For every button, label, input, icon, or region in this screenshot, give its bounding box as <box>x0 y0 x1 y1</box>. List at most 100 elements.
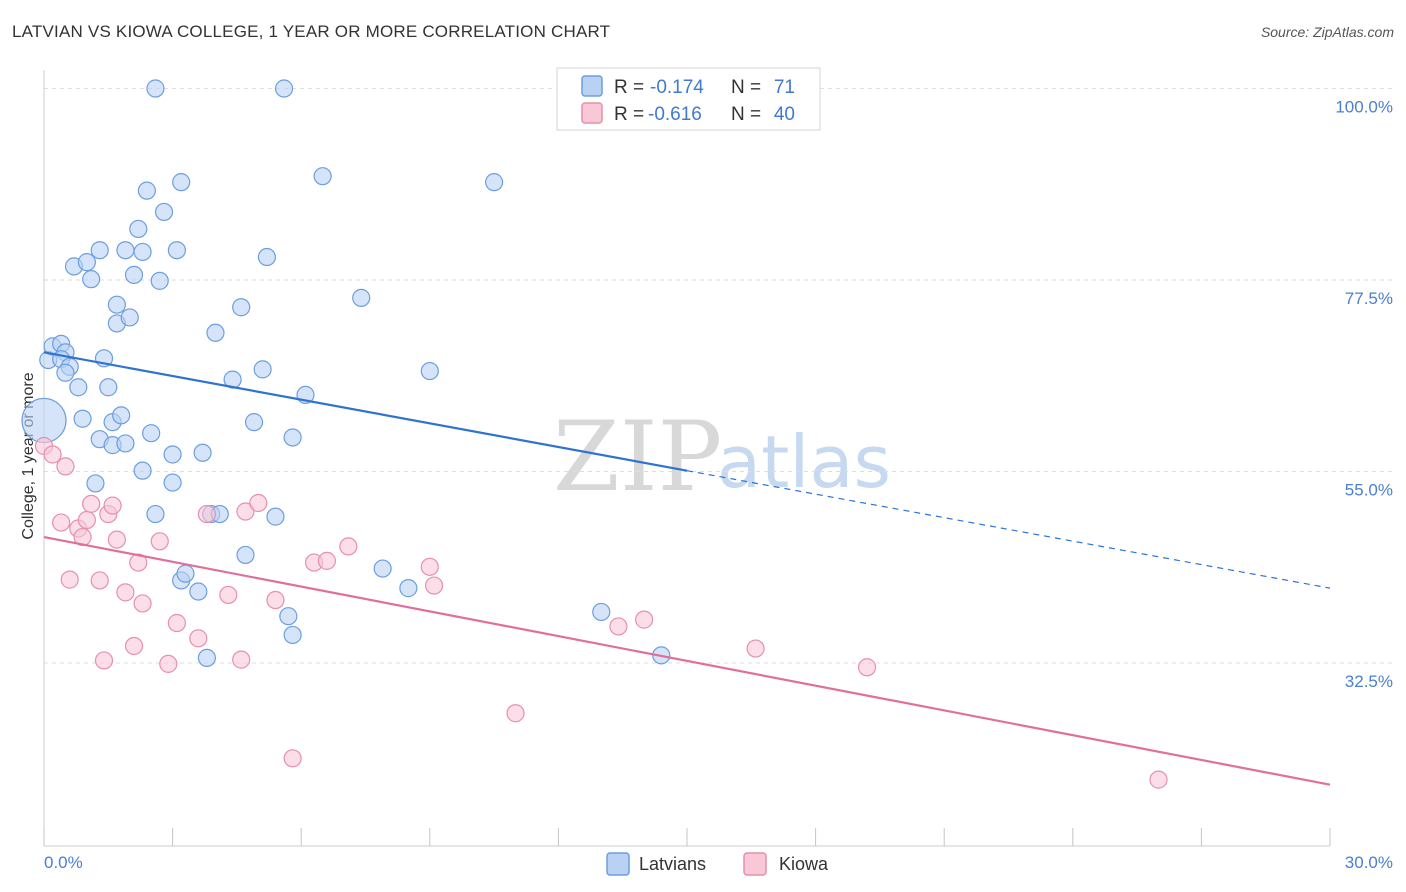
latvians-trend-extension <box>686 470 1331 589</box>
legend-r-label-latvians: R = <box>614 77 644 98</box>
latvian-point <box>21 397 67 444</box>
legend-swatch-latvians <box>581 75 603 97</box>
kiowa-point <box>124 636 144 656</box>
latvian-point <box>283 428 302 447</box>
trend-lines <box>43 351 1331 786</box>
latvian-point <box>244 413 264 432</box>
latvian-point <box>193 443 212 462</box>
latvian-point <box>73 409 92 428</box>
latvian-point <box>99 378 118 397</box>
latvian-point <box>167 241 186 260</box>
data-points <box>21 79 1168 789</box>
latvian-point <box>150 271 169 290</box>
y-axis-tick-labels: 32.5% 55.0% 77.5% 100.0% <box>1335 98 1393 692</box>
x-tick-label-min: 0.0% <box>44 853 83 872</box>
latvian-point <box>189 582 208 601</box>
legend-n-label-kiowa: N = <box>731 104 761 125</box>
kiowa-point <box>635 610 654 629</box>
latvian-point <box>176 564 195 583</box>
latvian-point <box>112 406 131 425</box>
source-label: Source: ZipAtlas.com <box>1260 24 1394 40</box>
kiowa-point <box>424 576 444 595</box>
kiowa-point <box>159 654 178 673</box>
y-axis-label: College, 1 year or more <box>20 372 37 539</box>
latvian-point <box>77 253 96 272</box>
legend-r-label-kiowa: R = <box>614 104 644 125</box>
latvian-point <box>172 173 191 192</box>
x-tick-label-max: 30.0% <box>1345 853 1393 872</box>
latvian-point <box>399 579 418 598</box>
latvian-point <box>116 434 135 453</box>
kiowa-point <box>116 583 135 602</box>
kiowa-point <box>52 513 71 532</box>
bottom-legend-swatch-kiowa <box>743 852 767 876</box>
latvian-point <box>86 474 105 493</box>
latvian-point <box>274 79 294 98</box>
correlation-legend: R = -0.174 N = 71 R = -0.616 N = 40 <box>556 67 821 131</box>
kiowa-point <box>43 445 62 464</box>
latvian-point <box>107 295 126 314</box>
kiowa-point <box>506 704 525 723</box>
kiowa-point <box>219 585 238 605</box>
kiowa-point <box>283 749 302 768</box>
latvian-point <box>133 461 152 480</box>
kiowa-point <box>420 557 439 576</box>
kiowa-point <box>189 629 208 648</box>
watermark-zip: ZIP <box>553 401 722 513</box>
kiowa-point <box>857 658 877 677</box>
latvian-point <box>253 360 272 379</box>
latvian-point <box>352 288 371 307</box>
latvian-point <box>266 507 285 526</box>
kiowa-point <box>82 494 101 513</box>
latvian-point <box>124 265 144 285</box>
x-axis-ticks <box>43 828 1331 846</box>
latvian-point <box>420 361 439 381</box>
latvian-point <box>236 545 255 565</box>
kiowa-point <box>150 532 169 551</box>
latvian-point <box>154 202 174 222</box>
latvian-point <box>69 378 88 397</box>
latvian-point <box>137 181 156 200</box>
kiowa-point <box>266 590 285 610</box>
latvian-point <box>279 607 298 626</box>
y-tick-label: 55.0% <box>1345 481 1393 500</box>
kiowa-point <box>249 493 268 513</box>
kiowa-point <box>167 613 186 633</box>
legend-swatch-kiowa <box>581 102 603 124</box>
latvian-point <box>163 473 182 492</box>
watermark-atlas: atlas <box>717 420 891 504</box>
latvian-point <box>133 242 152 262</box>
latvian-point <box>206 323 225 342</box>
legend-n-value-kiowa: 40 <box>774 104 795 125</box>
kiowa-point <box>133 594 152 613</box>
latvian-point <box>592 602 611 622</box>
bottom-legend-label-kiowa: Kiowa <box>779 854 829 874</box>
y-tick-label: 77.5% <box>1345 289 1393 308</box>
latvian-point <box>283 625 302 645</box>
kiowa-point <box>339 537 358 556</box>
latvian-point <box>146 504 165 524</box>
latvian-point <box>120 308 139 327</box>
kiowa-point <box>94 651 114 670</box>
kiowa-point <box>129 553 148 572</box>
y-tick-label: 32.5% <box>1345 672 1393 691</box>
kiowa-point <box>746 639 765 658</box>
chart-title: LATVIAN VS KIOWA COLLEGE, 1 YEAR OR MORE… <box>12 22 611 41</box>
kiowa-point <box>60 570 79 589</box>
kiowa-point <box>90 571 109 590</box>
kiowa-point <box>56 457 75 476</box>
kiowa-point <box>236 502 255 521</box>
latvian-point <box>163 445 182 464</box>
legend-n-label-latvians: N = <box>731 77 761 98</box>
y-tick-label: 100.0% <box>1335 98 1393 117</box>
kiowa-point <box>317 551 337 570</box>
kiowa-point <box>197 504 216 524</box>
latvian-point <box>129 219 148 239</box>
latvian-point <box>146 79 165 98</box>
latvian-point <box>82 270 101 289</box>
latvian-point <box>142 424 161 443</box>
latvian-point <box>373 559 392 578</box>
legend-n-value-latvians: 71 <box>774 77 795 98</box>
kiowa-point <box>1149 770 1168 789</box>
